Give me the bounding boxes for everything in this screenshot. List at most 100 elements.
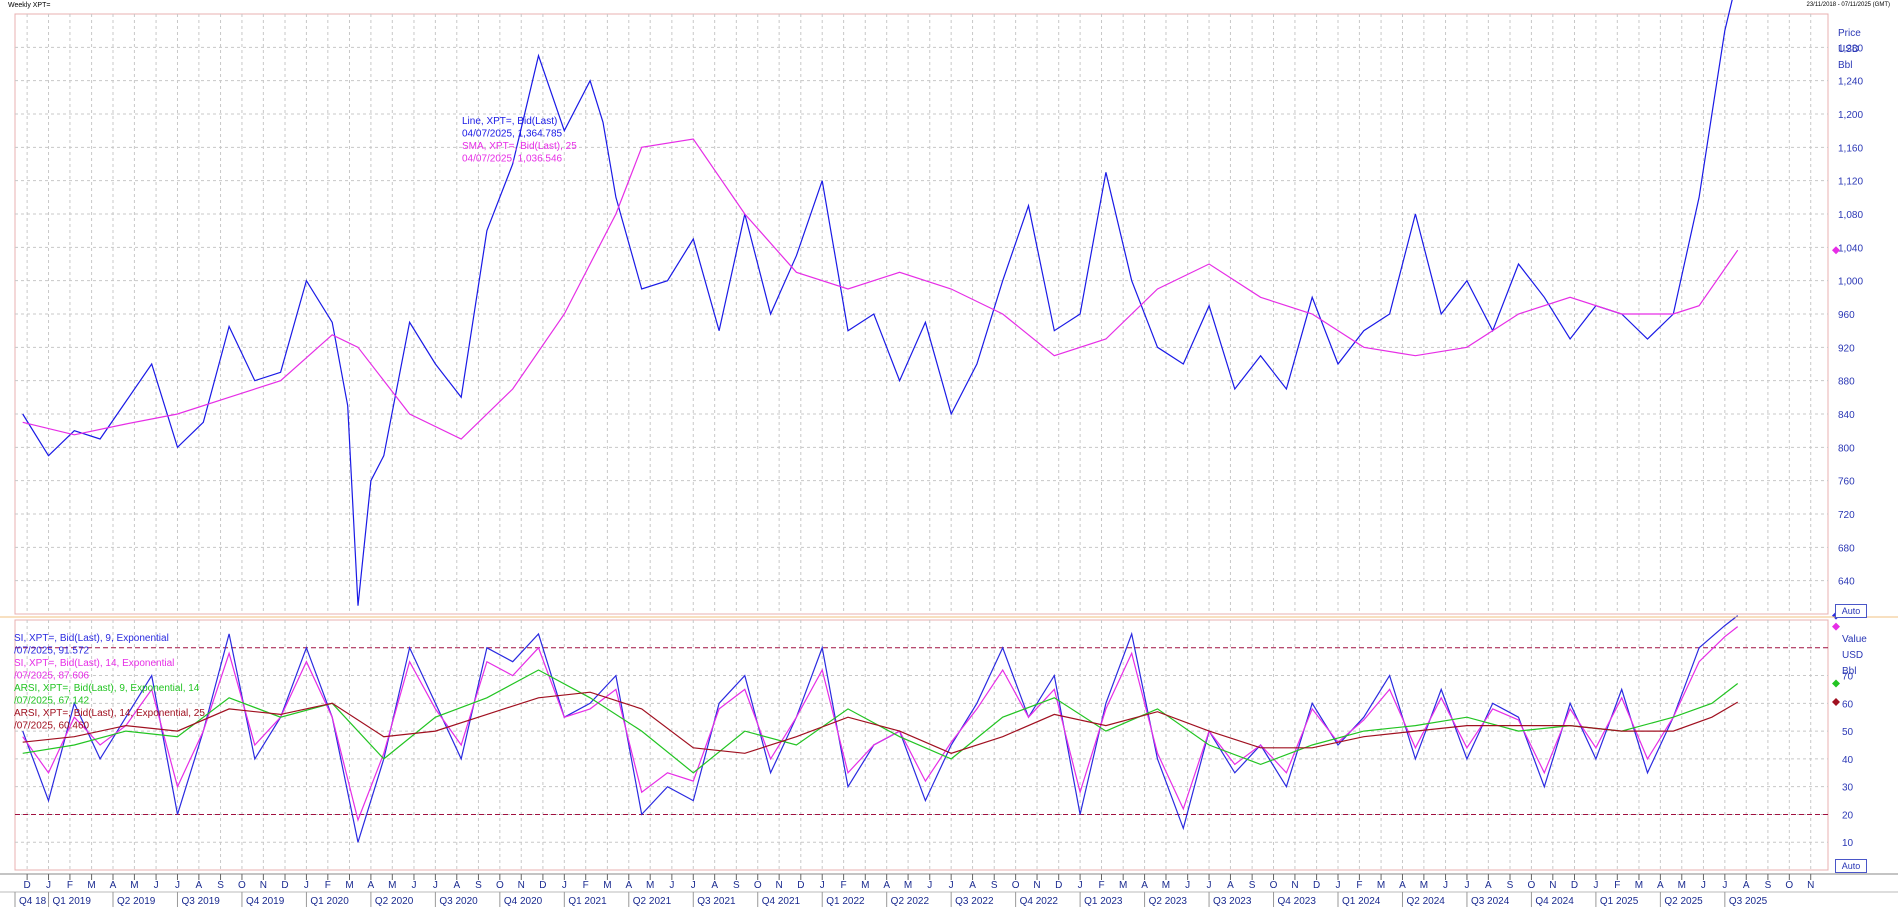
- y-tick-label: 10: [1842, 838, 1854, 849]
- quarter-label: Q3 2019: [181, 896, 220, 907]
- y-tick-label: 50: [1842, 727, 1854, 738]
- y-tick-label: 1,240: [1838, 77, 1863, 88]
- quarter-label: Q4 18: [19, 896, 47, 907]
- month-label: J: [949, 880, 954, 891]
- month-label: O: [1270, 880, 1278, 891]
- month-label: M: [1420, 880, 1428, 891]
- month-label: J: [46, 880, 51, 891]
- month-label: N: [518, 880, 525, 891]
- month-label: A: [969, 880, 976, 891]
- y-tick-label: 1,200: [1838, 110, 1863, 121]
- month-label: D: [539, 880, 546, 891]
- y-tick-label: 840: [1838, 410, 1855, 421]
- month-label: J: [562, 880, 567, 891]
- quarter-label: Q2 2021: [633, 896, 672, 907]
- rsi-auto-button[interactable]: Auto: [1835, 859, 1867, 873]
- legend-entry: /07/2025, 91.572: [14, 646, 90, 657]
- quarter-label: Q3 2021: [697, 896, 736, 907]
- legend-entry: /07/2025, 87.606: [14, 671, 90, 682]
- y-tick-label: 1,120: [1838, 177, 1863, 188]
- panel-frame: [14, 619, 1829, 871]
- quarter-label: Q1 2022: [826, 896, 865, 907]
- y-tick-label: 920: [1838, 343, 1855, 354]
- y-tick-label: 800: [1838, 443, 1855, 454]
- month-label: D: [1055, 880, 1062, 891]
- month-label: M: [1678, 880, 1686, 891]
- month-label: M: [87, 880, 95, 891]
- month-label: J: [411, 880, 416, 891]
- last-value-marker: [1832, 698, 1840, 707]
- y-tick-label: 1,080: [1838, 210, 1863, 221]
- quarter-label: Q4 2023: [1278, 896, 1317, 907]
- legend-entry: /07/2025, 67.142: [14, 696, 90, 707]
- chart-title: Weekly XPT=: [8, 2, 51, 9]
- price-auto-button[interactable]: Auto: [1835, 604, 1867, 618]
- price-panel: 640 680 720 760 800 840 880 920 960 1,000 1,040 1,0…: [14, 0, 1863, 615]
- quarter-label: Q2 2024: [1406, 896, 1445, 907]
- legend-entry: Line, XPT=, Bid(Last): [462, 116, 557, 127]
- quarter-label: Q1 2020: [310, 896, 349, 907]
- month-label: A: [883, 880, 890, 891]
- quarter-label: Q2 2023: [1149, 896, 1188, 907]
- last-value-marker: [1832, 622, 1840, 631]
- y-tick-label: 680: [1838, 543, 1855, 554]
- axis-unit-label: Bbl: [1842, 666, 1856, 677]
- month-label: M: [388, 880, 396, 891]
- month-label: A: [453, 880, 460, 891]
- chart-header: Weekly XPT= 23/11/2018 - 07/11/2025 (GMT…: [0, 0, 1898, 12]
- y-tick-label: 1,160: [1838, 143, 1863, 154]
- month-label: S: [1765, 880, 1772, 891]
- month-label: N: [1549, 880, 1556, 891]
- month-label: A: [1141, 880, 1148, 891]
- month-label: J: [820, 880, 825, 891]
- axis-unit-label: Value: [1842, 634, 1867, 645]
- month-label: D: [797, 880, 804, 891]
- axis-unit-label: USD: [1842, 650, 1863, 661]
- quarter-label: Q3 2022: [955, 896, 994, 907]
- legend-entry: ARSI, XPT=, Bid(Last), 9, Exponential, 1…: [14, 683, 200, 694]
- month-label: A: [368, 880, 375, 891]
- month-label: A: [1743, 880, 1750, 891]
- rsi-panel: 10 20 30 40 50 60 70 Value USD Bbl SI, XPT=, Bid(L…: [0, 611, 1898, 871]
- y-tick-label: 70: [1842, 672, 1854, 683]
- month-label: N: [1291, 880, 1298, 891]
- month-label: A: [1657, 880, 1664, 891]
- month-label: M: [1635, 880, 1643, 891]
- month-label: O: [1785, 880, 1793, 891]
- month-label: A: [1227, 880, 1234, 891]
- quarter-label: Q3 2025: [1729, 896, 1768, 907]
- month-label: J: [175, 880, 180, 891]
- quarter-label: Q1 2019: [53, 896, 92, 907]
- quarter-label: Q4 2021: [762, 896, 801, 907]
- month-label: D: [1571, 880, 1578, 891]
- month-label: S: [1249, 880, 1256, 891]
- quarter-label: Q2 2022: [891, 896, 930, 907]
- month-label: J: [433, 880, 438, 891]
- y-tick-label: 40: [1842, 755, 1854, 766]
- month-label: F: [583, 880, 589, 891]
- last-value-marker: [1832, 246, 1840, 255]
- y-tick-label: 1,280: [1838, 43, 1863, 54]
- month-label: S: [1507, 880, 1514, 891]
- last-value-marker: [1832, 679, 1840, 688]
- y-tick-label: 1,040: [1838, 243, 1863, 254]
- quarter-label: Q1 2025: [1600, 896, 1639, 907]
- quarter-label: Q3 2020: [439, 896, 478, 907]
- month-label: A: [1485, 880, 1492, 891]
- y-tick-label: 60: [1842, 699, 1854, 710]
- month-label: O: [496, 880, 504, 891]
- month-label: O: [238, 880, 246, 891]
- y-tick-label: 960: [1838, 310, 1855, 321]
- quarter-label: Q2 2019: [117, 896, 156, 907]
- legend-entry: /07/2025, 60.460: [14, 721, 90, 732]
- month-label: M: [1377, 880, 1385, 891]
- month-label: N: [1033, 880, 1040, 891]
- y-tick-label: 720: [1838, 510, 1855, 521]
- month-label: A: [196, 880, 203, 891]
- month-label: J: [1336, 880, 1341, 891]
- y-tick-label: 1,000: [1838, 277, 1863, 288]
- month-label: M: [1162, 880, 1170, 891]
- month-label: M: [904, 880, 912, 891]
